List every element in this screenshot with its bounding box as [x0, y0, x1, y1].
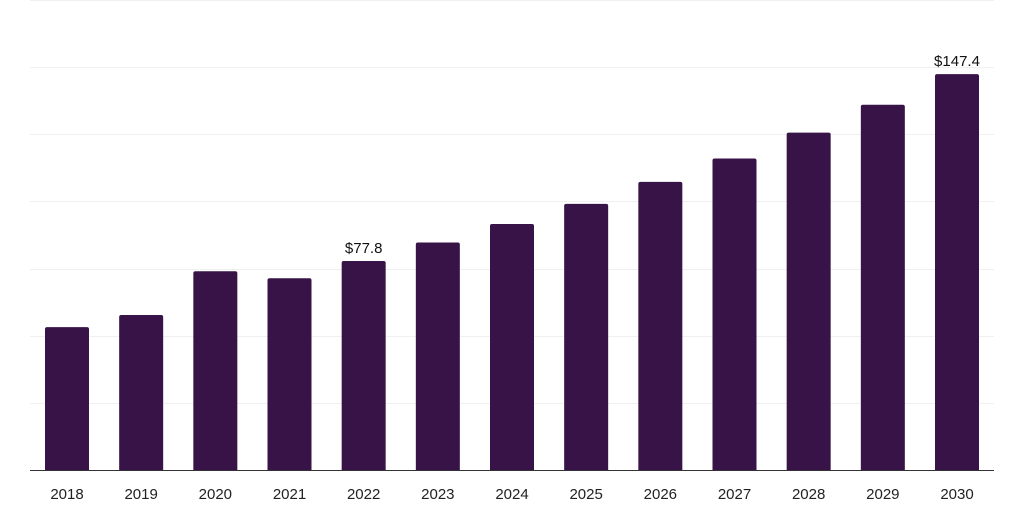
x-tick-label-2022: 2022	[347, 486, 380, 503]
bars	[45, 74, 979, 471]
bar-2025	[564, 203, 609, 471]
x-axis-tick-labels: 2018 2019 2020 2021 2022 2023 2024 2025 2026 2027…	[50, 486, 973, 503]
data-labels: $77.8 $147.4	[345, 53, 980, 257]
bar-2024	[490, 223, 534, 470]
data-label-2022: $77.8	[345, 240, 383, 257]
bar-2028	[786, 132, 831, 470]
bar-2019	[119, 315, 164, 470]
x-tick-label-2026: 2026	[644, 486, 677, 503]
bar-2023	[415, 242, 460, 470]
x-tick-label-2021: 2021	[273, 486, 306, 503]
x-tick-label-2029: 2029	[866, 486, 899, 503]
x-tick-label-2018: 2018	[50, 486, 83, 503]
x-tick-label-2030: 2030	[940, 486, 973, 503]
bar-2030	[935, 74, 979, 470]
x-tick-label-2019: 2019	[124, 486, 157, 503]
bar-2022	[341, 261, 386, 470]
x-tick-label-2023: 2023	[421, 486, 454, 503]
x-tick-label-2020: 2020	[199, 486, 232, 503]
bar-2021	[267, 278, 312, 470]
bar-2029	[860, 104, 905, 470]
bar-2020	[193, 271, 238, 470]
x-tick-label-2025: 2025	[569, 486, 602, 503]
bar-2026	[638, 181, 683, 470]
x-tick-label-2024: 2024	[495, 486, 528, 503]
data-label-2030: $147.4	[934, 53, 980, 70]
x-tick-label-2028: 2028	[792, 486, 825, 503]
x-tick-label-2027: 2027	[718, 486, 751, 503]
bar-2018	[45, 327, 89, 470]
bar-2027	[712, 158, 757, 470]
